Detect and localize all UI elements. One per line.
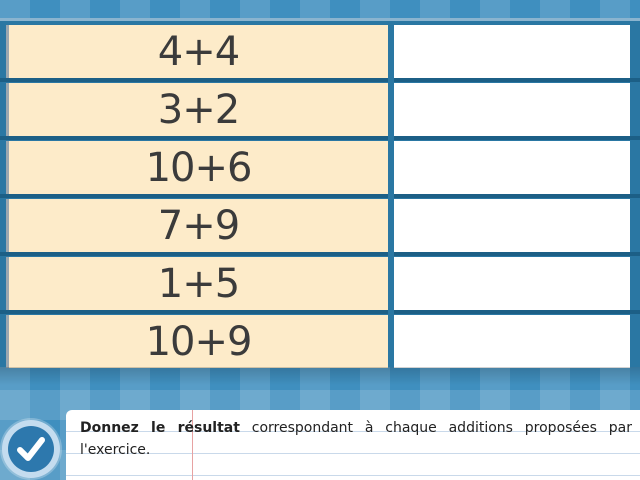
row-separator [0, 136, 640, 140]
answer-input[interactable] [394, 141, 630, 194]
expression-cell: 4+4 [6, 25, 388, 78]
checkmark-icon [17, 437, 45, 461]
validate-button[interactable] [2, 420, 60, 478]
notebook-margin-line [192, 410, 193, 480]
answer-input[interactable] [394, 199, 630, 252]
column-divider [388, 21, 394, 367]
row-separator [0, 78, 640, 82]
expression-cell: 10+6 [6, 141, 388, 194]
instruction-rest: correspondant à chaque additions proposé… [80, 420, 632, 458]
answer-input[interactable] [394, 257, 630, 310]
exercise-row: 10+6 [0, 141, 640, 194]
row-separator [0, 194, 640, 198]
instruction-bold: Donnez le résultat [80, 420, 240, 436]
exercise-row: 1+5 [0, 257, 640, 310]
exercise-board: 4+4 3+2 10+6 7+9 1+5 10+9 [0, 21, 640, 368]
row-separator [0, 310, 640, 314]
expression-cell: 3+2 [6, 83, 388, 136]
answer-input[interactable] [394, 25, 630, 78]
exercise-row: 10+9 [0, 315, 640, 368]
exercise-row: 3+2 [0, 83, 640, 136]
top-rule [0, 18, 640, 21]
exercise-row: 4+4 [0, 25, 640, 78]
answer-input[interactable] [394, 315, 630, 368]
answer-input[interactable] [394, 83, 630, 136]
instruction-text: Donnez le résultat correspondant à chaqu… [80, 417, 632, 461]
expression-cell: 10+9 [6, 315, 388, 368]
board-shadow [0, 367, 640, 385]
expression-cell: 7+9 [6, 199, 388, 252]
instruction-panel: Donnez le résultat correspondant à chaqu… [66, 410, 640, 480]
row-separator [0, 252, 640, 256]
validate-button-inner [8, 426, 54, 472]
expression-cell: 1+5 [6, 257, 388, 310]
exercise-rows: 4+4 3+2 10+6 7+9 1+5 10+9 [0, 21, 640, 368]
exercise-row: 7+9 [0, 199, 640, 252]
